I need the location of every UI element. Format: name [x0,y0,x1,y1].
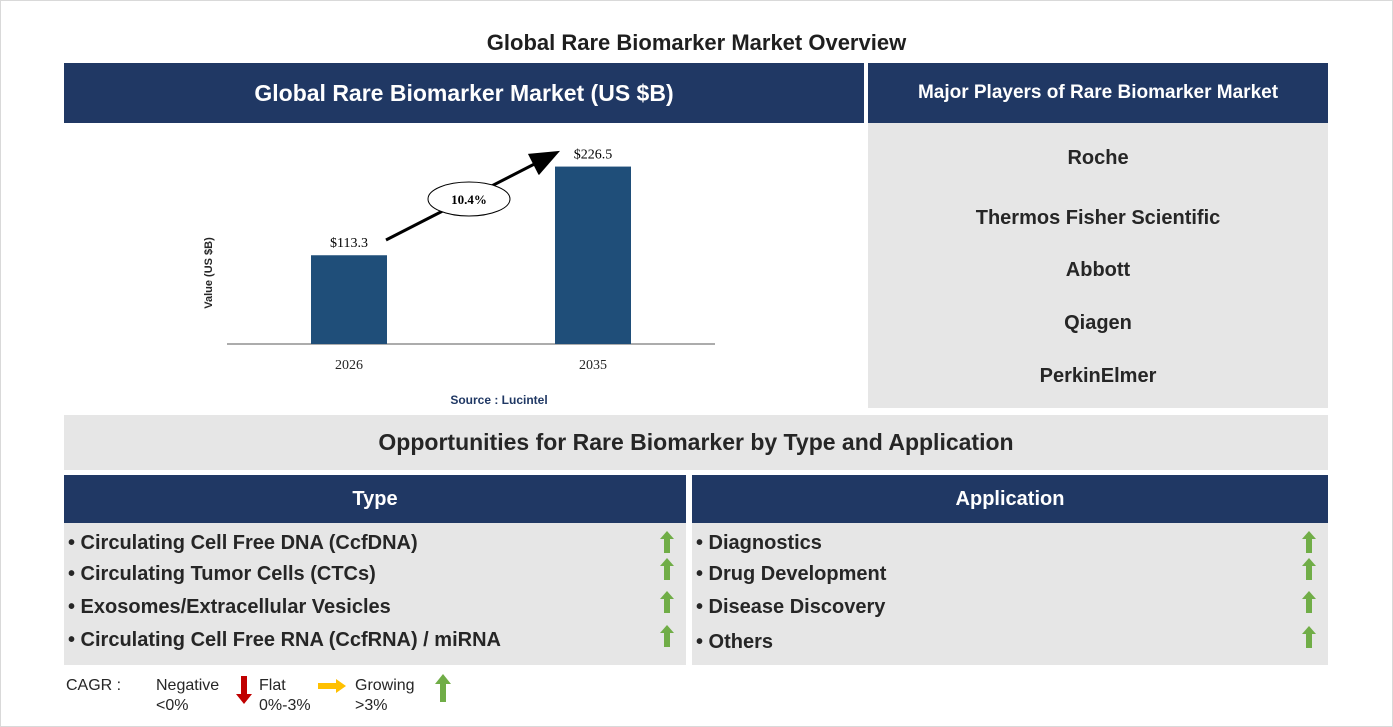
green-up-arrow-icon [660,625,674,647]
opportunities-header: Opportunities for Rare Biomarker by Type… [64,415,1328,470]
green-up-arrow-icon [1302,531,1316,553]
legend-negative-range: <0% [156,697,189,714]
legend-growing-range: >3% [355,697,388,714]
type-item-ccfdna: • Circulating Cell Free DNA (CcfDNA) [68,532,418,554]
type-header: Type [64,475,686,523]
players-list: Roche Thermos Fisher Scientific Abbott Q… [868,123,1328,408]
legend-flat-range: 0%-3% [259,697,311,714]
yellow-right-arrow-icon [318,679,346,693]
bar-2035 [555,166,631,344]
application-header: Application [692,475,1328,523]
legend-cagr-label: CAGR : [66,677,122,694]
x-tick-label-2035: 2035 [579,358,607,373]
player-thermos-fisher: Thermos Fisher Scientific [975,207,1221,229]
green-up-arrow-icon [435,674,451,702]
player-roche: Roche [1067,147,1129,169]
green-up-arrow-icon [1302,626,1316,648]
type-item-ctcs: • Circulating Tumor Cells (CTCs) [68,563,376,585]
players-header: Major Players of Rare Biomarker Market [868,63,1328,123]
application-item-diagnostics: • Diagnostics [696,532,822,554]
chart-panel-header: Global Rare Biomarker Market (US $B) [64,63,864,123]
application-item-disease-discovery: • Disease Discovery [696,596,886,618]
bar-2026 [311,255,387,344]
green-up-arrow-icon [660,591,674,613]
green-up-arrow-icon [1302,591,1316,613]
legend-flat: Flat 0%-3% [259,676,311,716]
page-title: Global Rare Biomarker Market Overview [486,30,907,55]
green-up-arrow-icon [1302,558,1316,580]
bar-value-label-2035: $226.5 [574,148,613,163]
red-down-arrow-icon [236,676,252,704]
y-axis-label: Value (US $B) [203,237,215,309]
green-up-arrow-icon [660,531,674,553]
legend-negative: Negative <0% [156,676,219,716]
legend-negative-label: Negative [156,677,220,694]
type-item-ccfrna: • Circulating Cell Free RNA (CcfRNA) / m… [68,629,501,651]
legend-growing-label: Growing [355,677,415,694]
cagr-ellipse [427,181,511,217]
bar-value-label-2026: $113.3 [330,236,368,251]
type-item-exosomes: • Exosomes/Extracellular Vesicles [68,596,391,618]
green-up-arrow-icon [660,558,674,580]
bar-chart: Value (US $B) $113.3 2026 $226.5 2035 10.4%… [203,148,715,407]
x-tick-label-2026: 2026 [335,358,363,373]
player-qiagen: Qiagen [1064,312,1132,334]
legend-flat-label: Flat [259,677,286,694]
legend-growing: Growing >3% [355,676,415,716]
application-item-others: • Others [696,631,774,653]
type-list: • Circulating Cell Free DNA (CcfDNA) • C… [64,523,686,665]
chart-source: Source : Lucintel [450,393,547,407]
cagr-value-label: 10.4% [451,192,487,207]
application-list: • Diagnostics • Drug Development • Disea… [692,523,1328,665]
player-abbott: Abbott [1065,259,1131,281]
player-perkinelmer: PerkinElmer [1039,365,1157,387]
application-item-drug-development: • Drug Development [696,563,887,585]
